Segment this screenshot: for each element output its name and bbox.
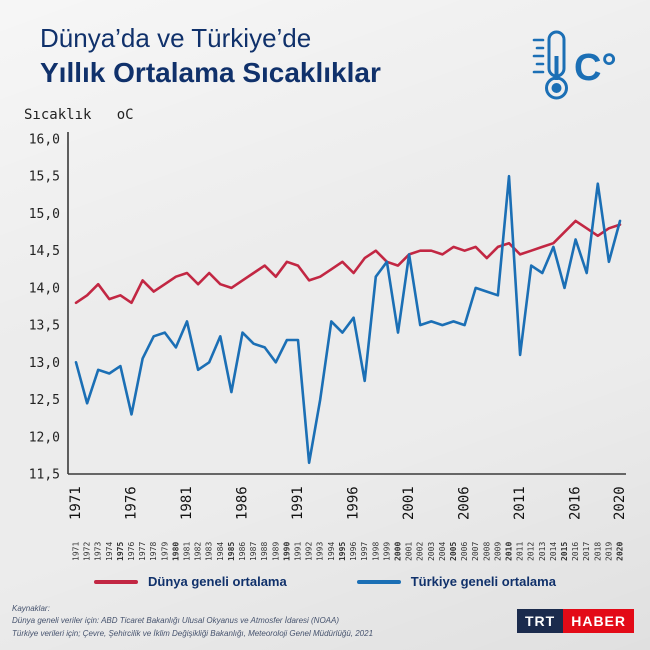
source-line-1: Dünya geneli veriler için: ABD Ticaret B… [12, 616, 340, 626]
sources-block: Kaynaklar: Dünya geneli veriler için: AB… [12, 603, 373, 640]
x-major-tick-label: 2006 [457, 486, 473, 520]
x-minor-tick-label: 1997 [360, 541, 369, 560]
legend-item-world: Dünya geneli ortalama [94, 574, 287, 589]
page-title-line1: Dünya’da ve Türkiye’de [40, 23, 312, 53]
x-minor-tick-label: 1978 [149, 541, 158, 560]
trt-logo-box: TRT [517, 609, 564, 634]
x-minor-tick-label: 1974 [105, 541, 114, 560]
y-tick-label: 13,0 [29, 356, 60, 371]
x-minor-tick-label: 1979 [160, 541, 169, 560]
x-major-tick-label: 2020 [612, 486, 628, 520]
x-major-tick-label: 1981 [179, 486, 195, 520]
x-minor-tick-label: 1999 [382, 541, 391, 560]
x-minor-tick-label: 1993 [316, 541, 325, 560]
x-minor-tick-label: 2011 [516, 541, 525, 560]
x-minor-tick-label: 1983 [205, 541, 214, 560]
x-minor-tick-label: 1980 [171, 541, 180, 560]
y-tick-label: 15,5 [29, 170, 60, 185]
x-minor-tick-label: 2010 [504, 541, 513, 560]
x-minor-tick-label: 2002 [416, 541, 425, 560]
x-minor-tick-label: 1990 [282, 541, 291, 560]
world-line-swatch [94, 579, 139, 584]
temperature-line-chart: 16,0 15,5 15,0 14,5 14,0 13,5 13,0 12,5 12,0 11,5… [29, 131, 628, 561]
footer: Kaynaklar: Dünya geneli veriler için: AB… [0, 593, 650, 640]
celsius-label: C° [574, 47, 617, 89]
x-minor-tick-label: 1994 [327, 541, 336, 560]
x-minor-tick-label: 2013 [538, 541, 547, 560]
x-minor-tick-label: 1984 [216, 541, 225, 560]
x-major-tick-label: 1976 [124, 486, 140, 520]
x-minor-tick-label: 2019 [604, 541, 613, 560]
x-minor-tick-label: 2014 [549, 541, 558, 560]
x-minor-tick-label: 1971 [72, 541, 81, 560]
x-minor-tick-label: 2000 [393, 541, 402, 560]
y-axis-title: Sıcaklık oC [24, 106, 134, 123]
sources-title: Kaynaklar: [12, 603, 50, 613]
x-minor-tick-label: 1988 [260, 541, 269, 560]
x-minor-tick-label: 2003 [427, 541, 436, 560]
y-tick-label: 15,0 [29, 207, 60, 222]
x-minor-tick-label: 1989 [271, 541, 280, 560]
page-title-line2: Yıllık Ortalama Sıcaklıklar [40, 56, 381, 88]
y-tick-label: 12,0 [29, 430, 60, 445]
trt-haber-logo: TRT HABER [517, 609, 634, 634]
x-major-tick-label: 2011 [512, 486, 528, 520]
x-minor-tick-label: 1982 [194, 541, 203, 560]
legend: Dünya geneli ortalama Türkiye geneli ort… [0, 571, 650, 593]
x-minor-tick-label: 2009 [493, 541, 502, 560]
header: Dünya’da ve Türkiye’de Yıllık Ortalama S… [0, 0, 650, 100]
turkey-line-label: Türkiye geneli ortalama [410, 574, 556, 590]
thermometer-icon-svg: C° [532, 30, 617, 100]
x-minor-tick-label: 1985 [227, 541, 236, 560]
x-minor-tick-label: 1996 [349, 541, 358, 560]
legend-item-turkey: Türkiye geneli ortalama [356, 574, 556, 590]
world-line-label: Dünya geneli ortalama [148, 574, 287, 590]
x-minor-tick-label: 2018 [593, 541, 602, 560]
x-major-tick-label: 1971 [68, 486, 84, 520]
x-minor-tick-label: 2020 [616, 541, 625, 560]
x-major-tick-label: 2001 [401, 486, 417, 520]
y-tick-label: 14,0 [29, 281, 60, 296]
y-tick-label: 12,5 [29, 393, 60, 408]
x-minor-tick-label: 1973 [94, 541, 103, 560]
x-minor-tick-label: 1992 [305, 541, 314, 560]
x-minor-tick-label: 2006 [460, 541, 469, 560]
y-tick-label: 11,5 [29, 467, 60, 482]
x-minor-tick-label: 1977 [138, 541, 147, 560]
x-minor-tick-label: 2012 [527, 541, 536, 560]
y-tick-label: 13,5 [29, 319, 60, 334]
x-minor-tick-label: 1998 [371, 541, 380, 560]
world-series-line [74, 219, 622, 304]
x-major-tick-label: 1991 [290, 486, 306, 520]
x-minor-tick-label: 2001 [405, 541, 414, 560]
turkey-series-line [74, 174, 622, 464]
x-minor-tick-label: 2005 [449, 541, 458, 560]
x-minor-tick-label: 2004 [438, 541, 447, 560]
turkey-line-swatch [356, 579, 401, 584]
x-minor-tick-label: 1986 [238, 541, 247, 560]
x-minor-tick-label: 1976 [127, 541, 136, 560]
x-minor-tick-label: 1972 [83, 541, 92, 560]
source-line-2: Türkiye verileri için; Çevre, Şehircilik… [12, 628, 374, 638]
x-minor-tick-label: 1975 [116, 541, 125, 560]
x-minor-tick-label: 2015 [560, 541, 569, 560]
x-minor-tick-label: 2008 [482, 541, 491, 560]
x-minor-tick-label: 2007 [471, 541, 480, 560]
y-tick-label: 14,5 [29, 244, 60, 259]
x-minor-tick-label: 1981 [183, 541, 192, 560]
x-major-tick-label: 1996 [346, 486, 362, 520]
x-minor-tick-label: 2016 [571, 541, 580, 560]
x-minor-tick-label: 1991 [294, 541, 303, 560]
x-minor-tick-label: 2017 [582, 541, 591, 560]
y-tick-label: 16,0 [29, 132, 60, 147]
x-minor-tick-label: 1987 [249, 541, 258, 560]
x-major-tick-label: 1986 [235, 486, 251, 520]
x-major-tick-label: 2016 [568, 486, 584, 520]
thermometer-celsius-icon: C° [528, 28, 624, 104]
haber-logo-box: HABER [563, 609, 634, 634]
x-minor-tick-label: 1995 [338, 541, 347, 560]
